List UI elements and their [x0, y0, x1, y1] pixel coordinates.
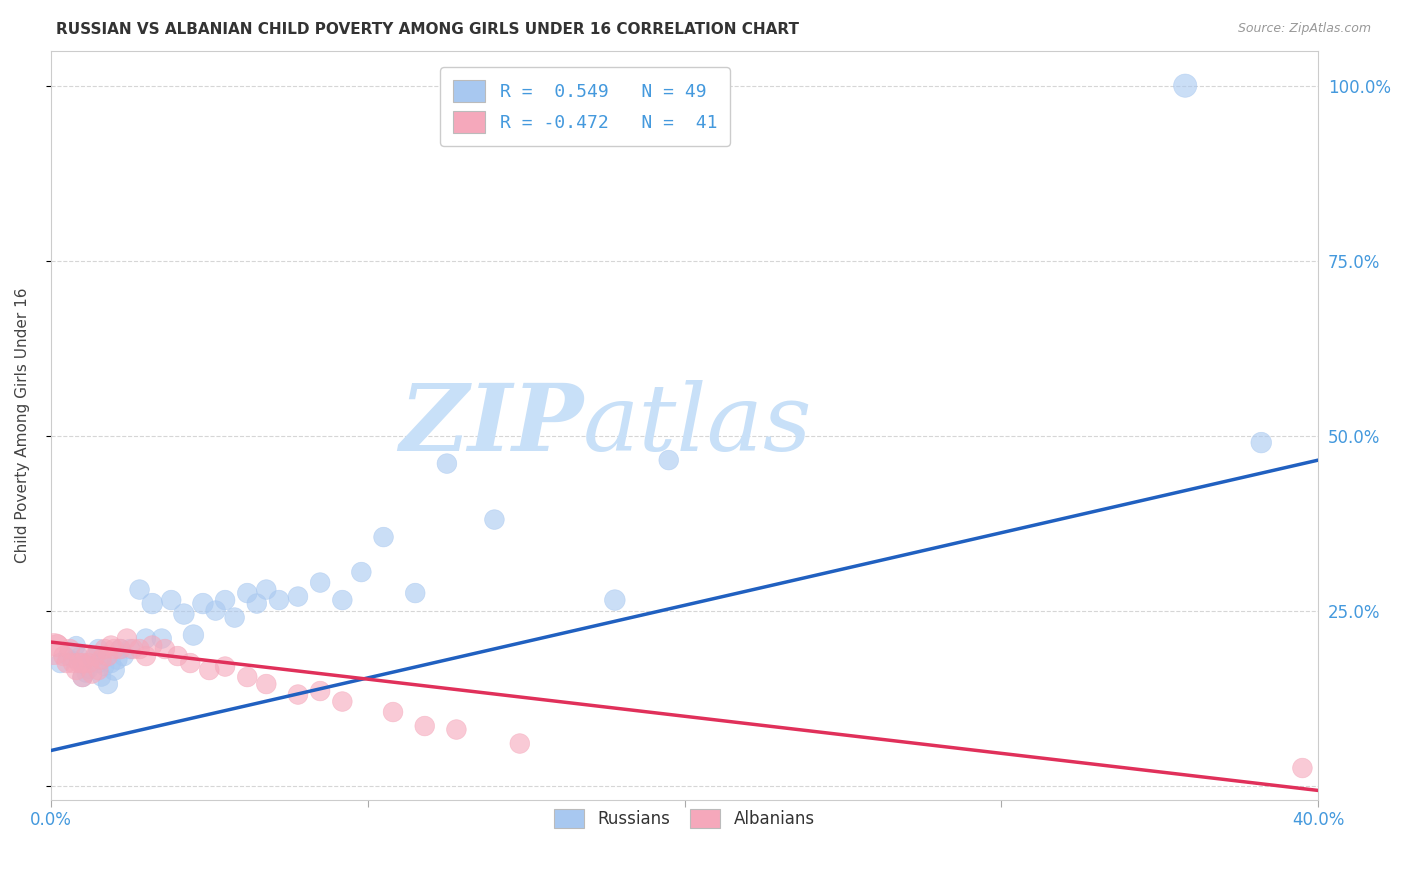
Point — [75, 648, 97, 663]
Point — [153, 642, 176, 657]
Point — [103, 663, 125, 677]
Point — [87, 663, 110, 677]
Point — [55, 648, 77, 663]
Y-axis label: Child Poverty Among Girls Under 16: Child Poverty Among Girls Under 16 — [15, 287, 30, 563]
Point — [309, 684, 332, 698]
Point — [110, 642, 132, 657]
Point — [128, 582, 150, 597]
Point — [72, 656, 94, 670]
Point — [166, 648, 188, 663]
Point — [97, 648, 120, 663]
Point — [141, 597, 163, 611]
Point — [446, 723, 468, 737]
Point — [65, 663, 87, 677]
Point — [254, 582, 277, 597]
Point — [84, 648, 107, 663]
Point — [90, 652, 112, 666]
Point — [90, 670, 112, 684]
Point — [1174, 78, 1197, 93]
Point — [183, 628, 205, 642]
Legend: Russians, Albanians: Russians, Albanians — [546, 800, 824, 836]
Point — [93, 659, 115, 673]
Point — [160, 593, 183, 607]
Point — [141, 639, 163, 653]
Point — [603, 593, 626, 607]
Point — [72, 656, 94, 670]
Point — [84, 648, 107, 663]
Point — [198, 663, 221, 677]
Point — [80, 666, 103, 681]
Point — [382, 705, 405, 719]
Point — [236, 586, 259, 600]
Point — [150, 632, 173, 646]
Point — [267, 593, 290, 607]
Point — [100, 639, 122, 653]
Point — [214, 659, 236, 673]
Point — [42, 642, 65, 657]
Point — [1291, 761, 1313, 775]
Point — [135, 632, 157, 646]
Text: RUSSIAN VS ALBANIAN CHILD POVERTY AMONG GIRLS UNDER 16 CORRELATION CHART: RUSSIAN VS ALBANIAN CHILD POVERTY AMONG … — [56, 22, 799, 37]
Point — [309, 575, 332, 590]
Point — [179, 656, 201, 670]
Point — [103, 642, 125, 657]
Point — [75, 666, 97, 681]
Point — [350, 565, 373, 579]
Point — [246, 597, 269, 611]
Point — [87, 656, 110, 670]
Text: atlas: atlas — [583, 380, 813, 470]
Point — [77, 663, 100, 677]
Point — [224, 610, 246, 624]
Point — [67, 656, 90, 670]
Point — [122, 642, 145, 657]
Point — [100, 656, 122, 670]
Point — [330, 694, 353, 708]
Point — [110, 642, 132, 657]
Text: ZIP: ZIP — [399, 380, 583, 470]
Point — [80, 656, 103, 670]
Point — [413, 719, 436, 733]
Point — [287, 688, 309, 702]
Point — [236, 670, 259, 684]
Point — [1250, 435, 1272, 450]
Point — [191, 597, 214, 611]
Point — [62, 656, 84, 670]
Point — [49, 656, 72, 670]
Point — [287, 590, 309, 604]
Point — [128, 642, 150, 657]
Point — [97, 677, 120, 691]
Point — [62, 652, 84, 666]
Point — [72, 670, 94, 684]
Point — [52, 648, 75, 663]
Point — [118, 642, 141, 657]
Point — [173, 607, 195, 621]
Point — [115, 632, 138, 646]
Point — [55, 656, 77, 670]
Point — [46, 639, 69, 653]
Point — [72, 670, 94, 684]
Point — [105, 652, 128, 666]
Point — [509, 737, 531, 751]
Point — [67, 648, 90, 663]
Point — [658, 453, 681, 467]
Point — [59, 642, 82, 657]
Point — [373, 530, 395, 544]
Point — [484, 512, 506, 526]
Point — [87, 642, 110, 657]
Point — [93, 642, 115, 657]
Point — [77, 656, 100, 670]
Point — [214, 593, 236, 607]
Point — [436, 457, 458, 471]
Point — [65, 639, 87, 653]
Point — [204, 603, 226, 617]
Point — [112, 648, 135, 663]
Point — [135, 648, 157, 663]
Point — [254, 677, 277, 691]
Point — [330, 593, 353, 607]
Text: Source: ZipAtlas.com: Source: ZipAtlas.com — [1237, 22, 1371, 36]
Point — [404, 586, 426, 600]
